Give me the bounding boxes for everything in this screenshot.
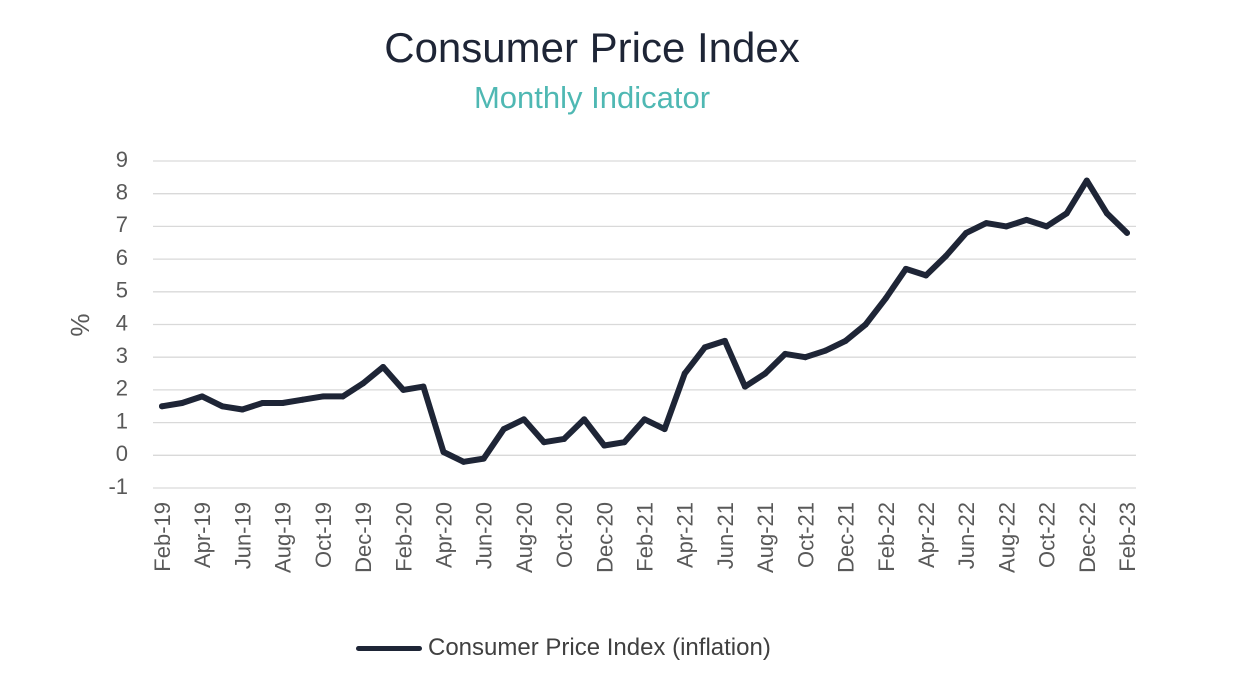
- data-point: [1083, 177, 1090, 184]
- x-tick-label: Feb-23: [1115, 502, 1140, 572]
- gridlines: [153, 160, 1136, 489]
- data-point: [922, 272, 929, 279]
- data-point: [540, 439, 547, 446]
- y-tick-label: 9: [116, 147, 128, 172]
- data-point: [199, 393, 206, 400]
- data-point: [339, 393, 346, 400]
- data-point: [762, 370, 769, 377]
- data-point: [420, 383, 427, 390]
- data-point: [380, 364, 387, 371]
- x-tick-label: Apr-21: [673, 502, 698, 568]
- y-axis-label: %: [65, 313, 95, 336]
- x-tick-label: Jun-22: [954, 502, 979, 569]
- data-point: [701, 344, 708, 351]
- chart-subtitle: Monthly Indicator: [473, 80, 711, 115]
- data-point: [179, 399, 186, 406]
- chart-title: Consumer Price Index: [384, 24, 800, 71]
- x-tick-label: Dec-22: [1075, 502, 1100, 573]
- x-tick-label: Jun-20: [472, 502, 497, 569]
- data-point: [1043, 223, 1050, 230]
- data-point: [822, 347, 829, 354]
- data-point: [440, 449, 447, 456]
- x-tick-label: Jun-19: [230, 502, 255, 569]
- y-tick-label: 1: [116, 408, 128, 433]
- data-point: [279, 399, 286, 406]
- x-tick-label: Apr-22: [914, 502, 939, 568]
- y-tick-label: 7: [116, 212, 128, 237]
- data-point: [802, 354, 809, 361]
- x-tick-label: Dec-20: [592, 502, 617, 573]
- legend-label: Consumer Price Index (inflation): [428, 634, 771, 661]
- data-point: [480, 455, 487, 462]
- data-point: [882, 295, 889, 302]
- data-point: [239, 406, 246, 413]
- legend-swatch: [356, 645, 422, 651]
- data-point: [219, 403, 226, 410]
- x-axis-ticks: Feb-19 Apr-19 Jun-19 Aug-19 Oct-19 Dec-19 Feb-…: [150, 502, 1140, 573]
- y-tick-label: 2: [116, 376, 128, 401]
- data-point: [319, 393, 326, 400]
- x-tick-label: Dec-19: [351, 502, 376, 573]
- data-point: [963, 229, 970, 236]
- x-tick-label: Aug-20: [512, 502, 537, 573]
- series-layer: [159, 177, 1130, 465]
- data-point: [681, 370, 688, 377]
- data-point: [721, 337, 728, 344]
- data-point: [943, 252, 950, 259]
- x-tick-label: Oct-22: [1035, 502, 1060, 568]
- x-tick-label: Aug-22: [994, 502, 1019, 573]
- data-point: [520, 416, 527, 423]
- data-point: [1124, 229, 1130, 236]
- x-tick-label: Oct-20: [552, 502, 577, 568]
- line-chart: 9 8 7 6 5 4 3 2 1 0 -1 Feb-19 Apr-19 Jun-19 Aug-19 Oct…: [65, 147, 1140, 573]
- data-point: [782, 350, 789, 357]
- x-tick-label: Feb-19: [150, 502, 175, 572]
- data-point: [1003, 223, 1010, 230]
- y-tick-label: 5: [116, 278, 128, 303]
- data-point: [1103, 210, 1110, 217]
- y-tick-label: 6: [116, 245, 128, 270]
- data-point: [621, 439, 628, 446]
- x-tick-label: Aug-19: [271, 502, 296, 573]
- y-tick-label: 4: [116, 310, 128, 335]
- data-point: [641, 416, 648, 423]
- y-tick-label: 0: [116, 441, 128, 466]
- data-point: [1023, 216, 1030, 223]
- data-point: [460, 458, 467, 465]
- x-tick-label: Oct-21: [793, 502, 818, 568]
- data-point: [299, 396, 306, 403]
- data-point: [661, 426, 668, 433]
- x-tick-label: Jun-21: [713, 502, 738, 569]
- y-tick-label: 8: [116, 180, 128, 205]
- x-tick-label: Apr-20: [431, 502, 456, 568]
- data-point: [1063, 210, 1070, 217]
- data-point: [259, 399, 266, 406]
- x-tick-label: Oct-19: [311, 502, 336, 568]
- data-point: [862, 321, 869, 328]
- data-point: [742, 383, 749, 390]
- x-tick-label: Feb-22: [874, 502, 899, 572]
- data-point: [581, 416, 588, 423]
- x-tick-label: Aug-21: [753, 502, 778, 573]
- x-tick-label: Dec-21: [834, 502, 859, 573]
- data-point: [400, 386, 407, 393]
- data-point: [983, 220, 990, 227]
- y-axis-ticks: 9 8 7 6 5 4 3 2 1 0 -1: [108, 147, 128, 499]
- data-point: [601, 442, 608, 449]
- y-tick-label: -1: [108, 474, 128, 499]
- data-point: [500, 426, 507, 433]
- data-point: [159, 403, 165, 410]
- x-tick-label: Feb-21: [633, 502, 658, 572]
- x-tick-label: Apr-19: [190, 502, 215, 568]
- data-point: [561, 435, 568, 442]
- data-point: [842, 337, 849, 344]
- data-point: [360, 380, 367, 387]
- data-point: [902, 265, 909, 272]
- x-tick-label: Feb-20: [391, 502, 416, 572]
- y-tick-label: 3: [116, 343, 128, 368]
- legend: Consumer Price Index (inflation): [356, 632, 771, 664]
